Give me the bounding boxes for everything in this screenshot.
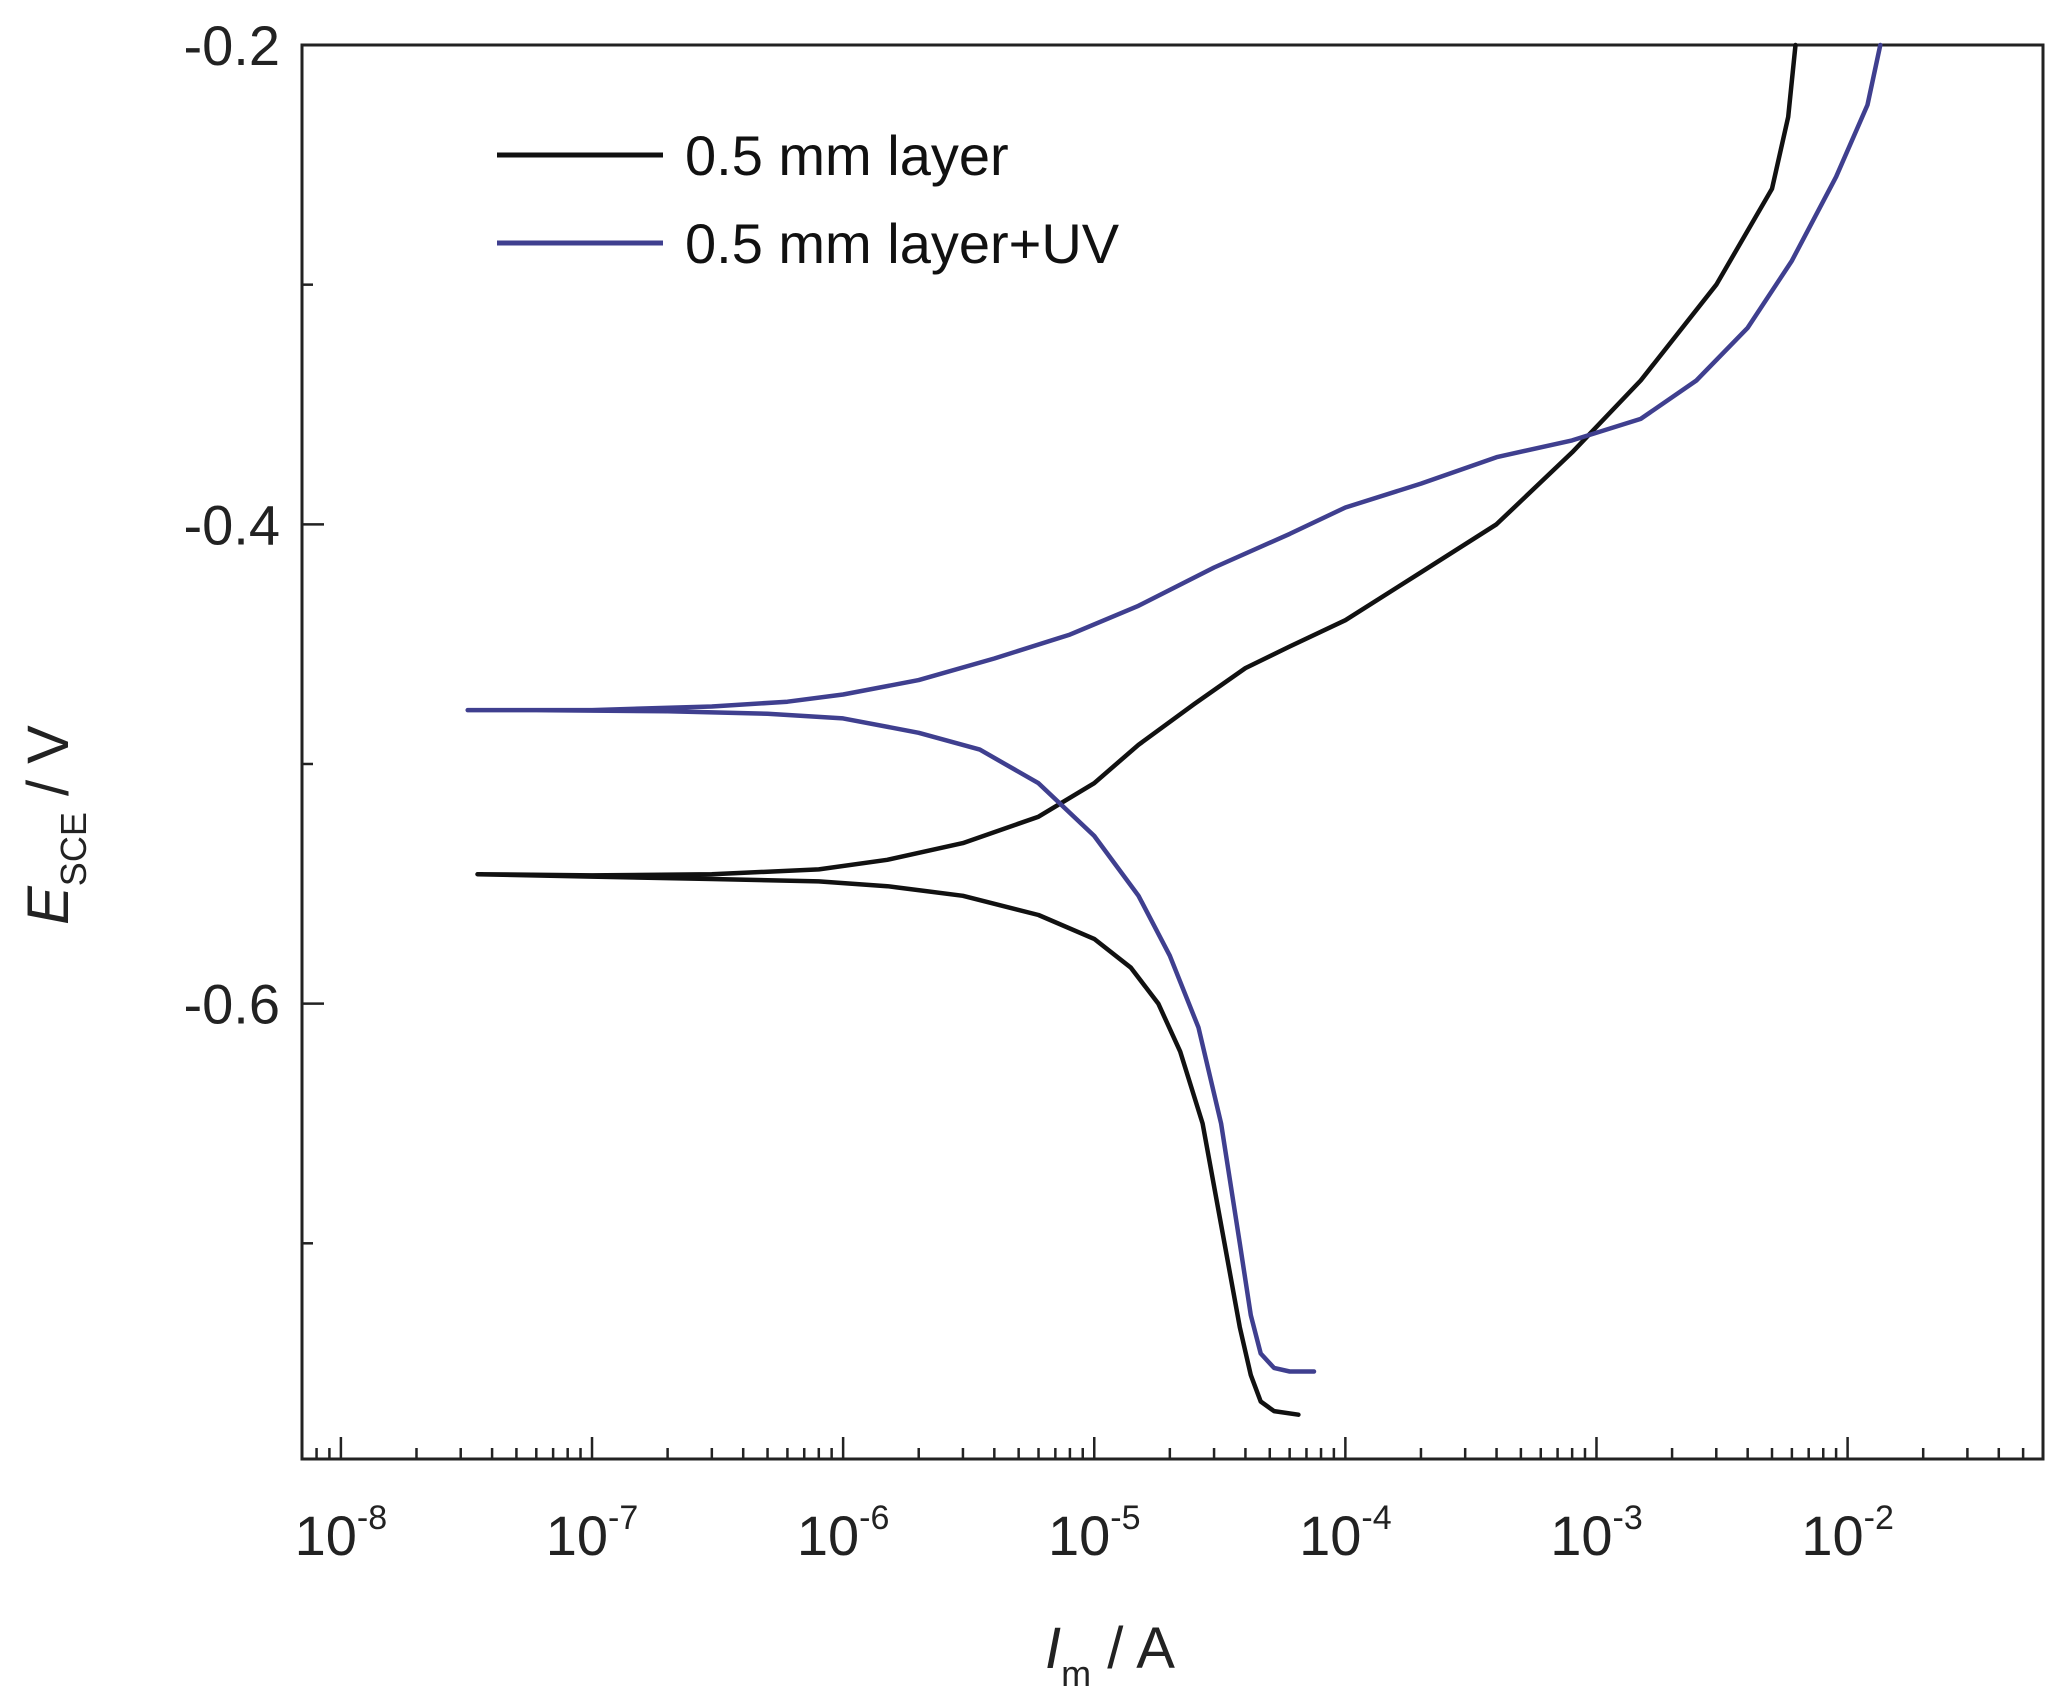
plot-frame	[300, 43, 2045, 1461]
y-tick-label: -0.6	[184, 973, 281, 1036]
series-layer	[465, 42, 1883, 1417]
x-tick-label: 10-7	[546, 1499, 639, 1567]
plot-area	[300, 43, 2045, 1461]
x-axis-title: Im / A	[1045, 1616, 1175, 1694]
x-tick-label: 10-4	[1299, 1499, 1392, 1567]
x-tick-label: 10-3	[1550, 1499, 1643, 1567]
y-axis-title: ESCE / V	[16, 725, 94, 925]
x-tick-label: 10-2	[1801, 1499, 1894, 1567]
series-line-1	[475, 42, 1798, 1417]
y-tick-label: -0.2	[184, 14, 281, 77]
x-tick-label: 10-6	[797, 1499, 890, 1567]
x-tick-label: 10-8	[295, 1499, 388, 1567]
legend-label-2: 0.5 mm layer+UV	[685, 212, 1120, 275]
series-line-2	[465, 42, 1883, 1374]
y-tick-label: -0.4	[184, 493, 281, 556]
legend: 0.5 mm layer 0.5 mm layer+UV	[497, 124, 1120, 275]
legend-label-1: 0.5 mm layer	[685, 124, 1009, 187]
x-tick-label: 10-5	[1048, 1499, 1141, 1567]
axes-text: 10-8 10-7 10-6 10-5 10-4 10-3 10-2 -0.2 -0.4 -0.6…	[16, 14, 1894, 1694]
